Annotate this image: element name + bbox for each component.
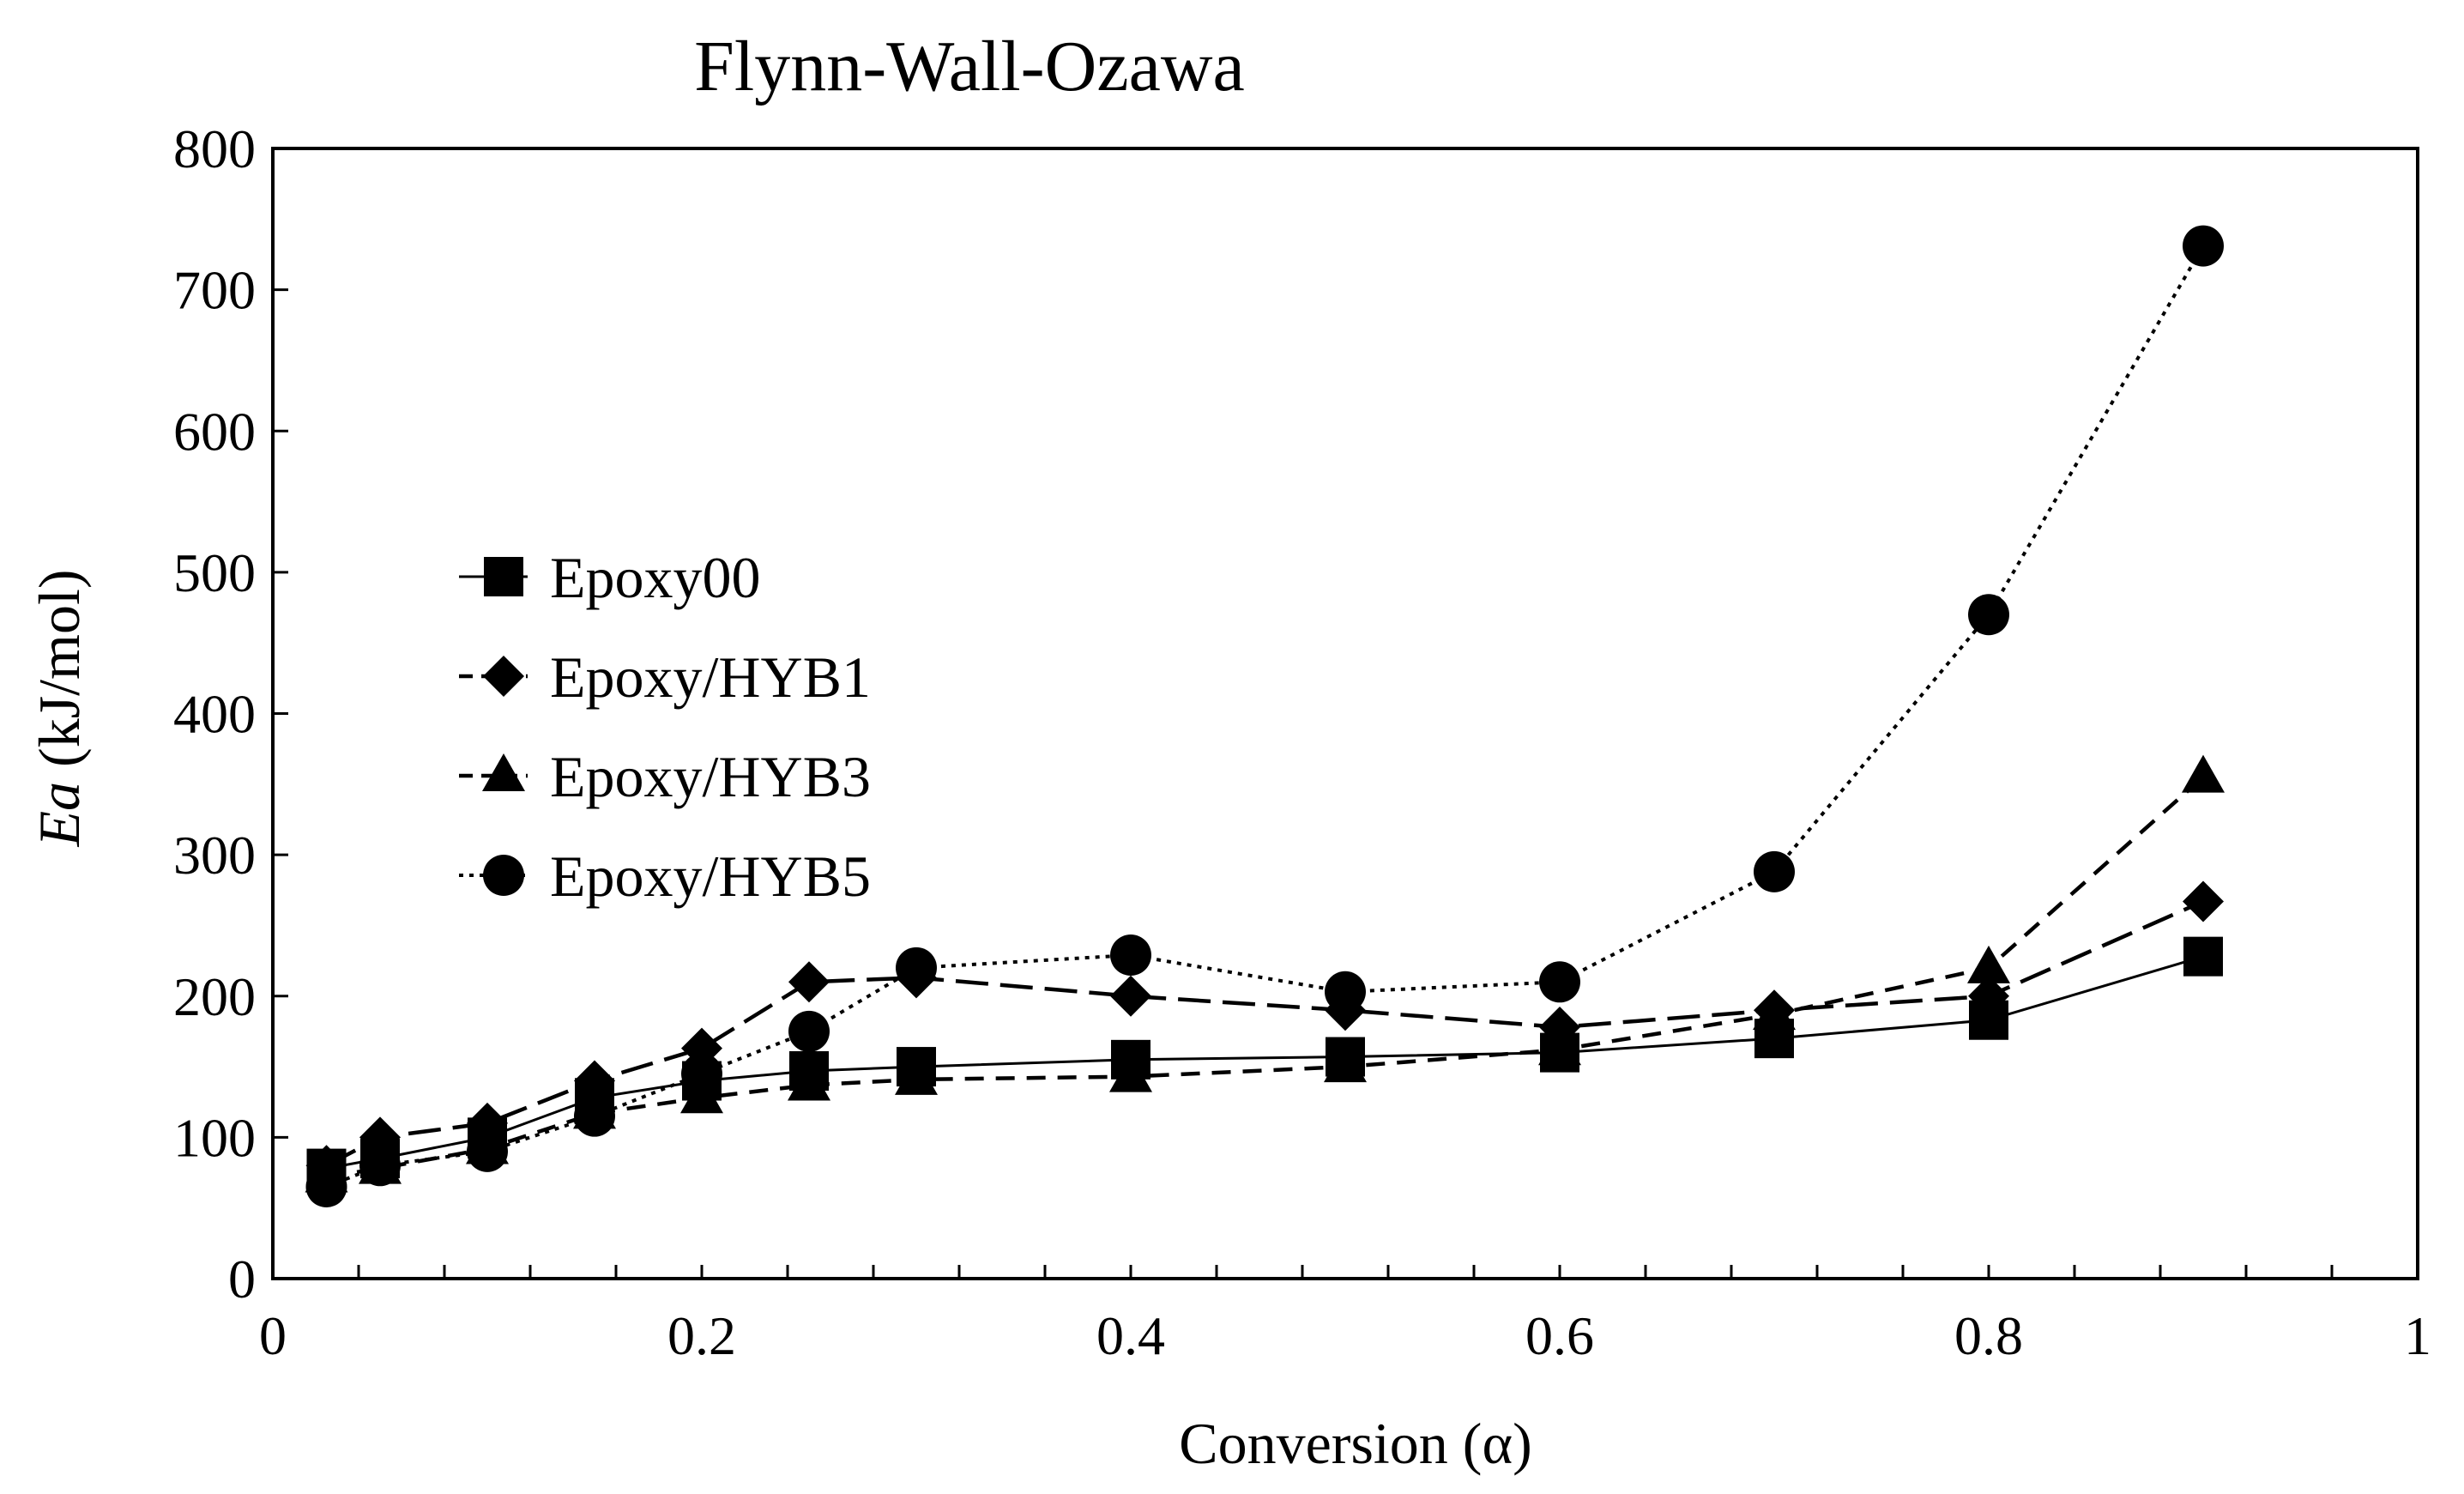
data-point-epoxy-hyb1 [788, 961, 830, 1003]
y-tick-label: 0 [228, 1249, 256, 1310]
x-tick-label: 0.8 [1954, 1305, 2023, 1366]
data-point-epoxy-hyb3 [1109, 1054, 1152, 1092]
legend-marker [484, 557, 523, 596]
data-point-epoxy-hyb5 [1754, 850, 1795, 892]
data-point-epoxy-hyb5 [359, 1145, 401, 1187]
data-point-epoxy-hyb1 [467, 1102, 508, 1144]
data-point-epoxy-hyb1 [1539, 1006, 1580, 1048]
data-point-epoxy-hyb5 [574, 1095, 615, 1137]
data-point-epoxy-hyb5 [1968, 594, 2009, 636]
legend-label: Epoxy/HYB3 [550, 744, 871, 809]
x-tick-label: 0 [259, 1305, 287, 1366]
x-tick-label: 0.4 [1096, 1305, 1165, 1366]
y-tick-label: 800 [173, 118, 256, 179]
x-tick-label: 0.6 [1525, 1305, 1594, 1366]
series-line-epoxy-hyb5 [325, 245, 2205, 1189]
x-tick-label: 1 [2404, 1305, 2431, 1366]
y-axis-label-units: (kJ/mol) [27, 570, 92, 782]
data-point-epoxy-hyb1 [574, 1060, 615, 1102]
chart-title: Flynn-Wall-Ozawa [694, 27, 1245, 106]
data-point-epoxy-hyb1 [1110, 975, 1151, 1017]
data-point-epoxy-hyb3 [1538, 1027, 1581, 1066]
data-point-epoxy-hyb3 [1967, 945, 2010, 983]
axis-ticks: 0 100 200 300 400 500 600 700 800 0 0.2 0.4 0.6 0.8 1 [173, 118, 2431, 1366]
data-point-epoxy-hyb5 [896, 947, 937, 989]
data-point-epoxy-hyb5 [788, 1010, 830, 1052]
data-point-epoxy-hyb5 [305, 1165, 347, 1207]
y-tick-label: 500 [173, 542, 256, 603]
legend: Epoxy00 Epoxy/HYB1 Epoxy/HYB3 Epoxy/HYB5 [459, 545, 871, 909]
y-tick-label: 600 [173, 401, 256, 462]
series-epoxy-hyb1 [305, 880, 2224, 1187]
y-axis-label: Ea (kJ/mol) [27, 570, 92, 848]
data-point-epoxy-hyb5 [1539, 961, 1580, 1003]
data-point-epoxy-hyb5 [2183, 225, 2224, 267]
data-point-epoxy00 [2183, 936, 2223, 977]
data-point-epoxy-hyb1 [359, 1116, 401, 1158]
data-point-epoxy-hyb3 [2182, 754, 2225, 793]
series-epoxy-hyb5 [305, 225, 2224, 1207]
series-line-epoxy00 [326, 955, 2204, 1170]
legend-label: Epoxy/HYB5 [550, 844, 871, 909]
data-point-epoxy-hyb1 [2183, 880, 2224, 922]
legend-marker [483, 656, 524, 697]
y-tick-label: 700 [173, 260, 256, 321]
y-tick-label: 100 [173, 1107, 256, 1168]
legend-marker [483, 855, 524, 896]
y-axis-label-italic: Ea [27, 782, 92, 848]
y-tick-label: 200 [173, 966, 256, 1027]
data-point-epoxy-hyb5 [681, 1053, 722, 1095]
data-point-epoxy-hyb5 [1110, 935, 1151, 977]
data-point-epoxy-hyb3 [1324, 1044, 1367, 1083]
x-tick-label: 0.2 [667, 1305, 736, 1366]
data-point-epoxy-hyb3 [788, 1062, 830, 1101]
data-point-epoxy-hyb5 [467, 1130, 508, 1172]
legend-label: Epoxy00 [550, 545, 761, 610]
data-point-epoxy-hyb3 [1753, 992, 1796, 1031]
legend-marker [482, 753, 525, 791]
y-tick-label: 400 [173, 684, 256, 745]
x-axis-label: Conversion (α) [1179, 1411, 1531, 1476]
data-point-epoxy-hyb1 [1968, 975, 2009, 1017]
data-point-epoxy-hyb3 [895, 1056, 938, 1095]
legend-label: Epoxy/HYB1 [550, 644, 871, 710]
y-tick-label: 300 [173, 825, 256, 886]
data-point-epoxy-hyb5 [1325, 971, 1366, 1013]
series-layer [305, 225, 2225, 1207]
